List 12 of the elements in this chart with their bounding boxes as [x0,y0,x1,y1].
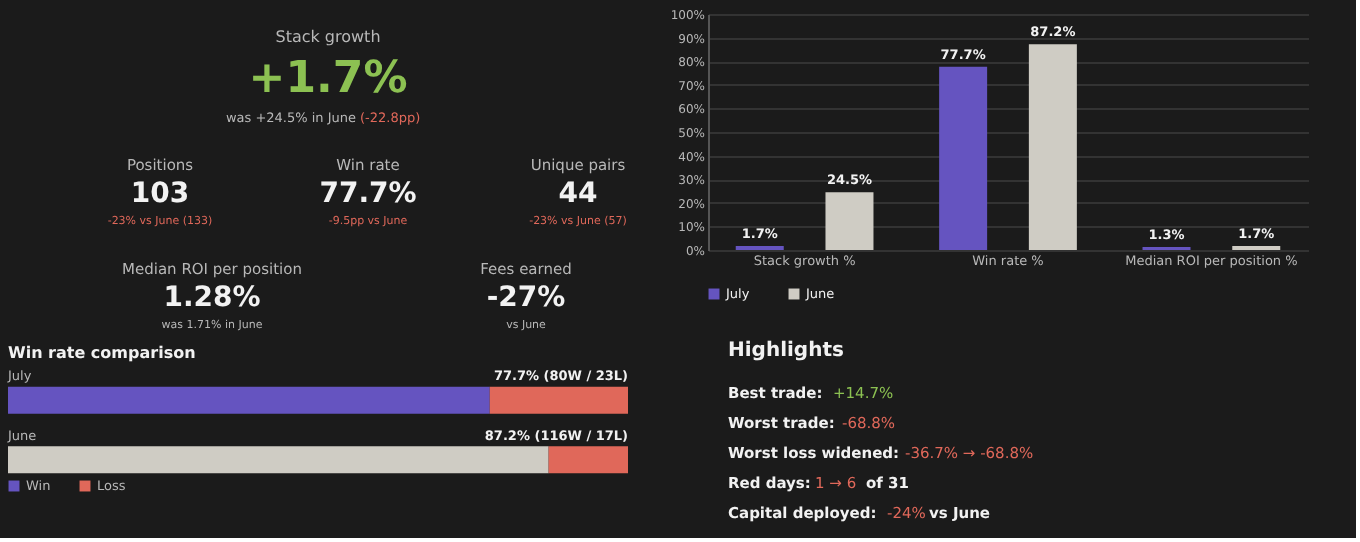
text: 44 [558,178,598,210]
bar [825,192,874,250]
text: Stack growth [275,28,381,46]
text: Highlights [728,340,844,362]
text: 1.28% [163,282,261,314]
bar [939,66,988,250]
text: 77.7% [319,178,417,210]
chart-title: Win rate comparison [8,344,197,362]
text: 103 [130,178,190,210]
text: +1.7% [248,54,408,104]
text: -27% [486,282,566,314]
bar [1028,44,1077,250]
